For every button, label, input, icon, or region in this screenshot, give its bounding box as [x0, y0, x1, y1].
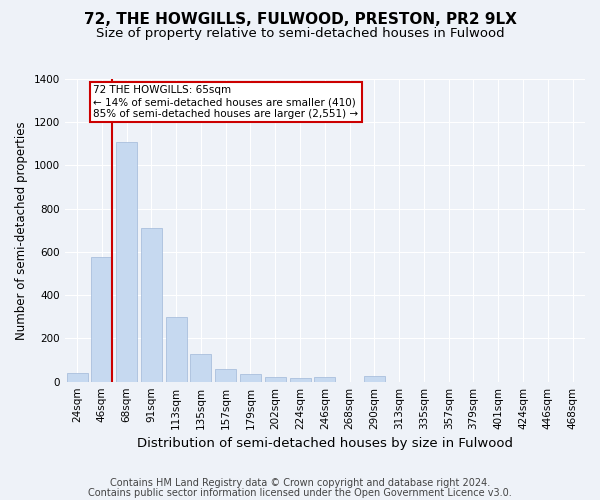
Bar [141, 228, 162, 382]
Bar [67, 374, 88, 382]
X-axis label: Distribution of semi-detached houses by size in Fulwood: Distribution of semi-detached houses by … [137, 437, 513, 450]
Bar [364, 376, 385, 382]
Bar [240, 374, 261, 382]
Text: Size of property relative to semi-detached houses in Fulwood: Size of property relative to semi-detach… [95, 28, 505, 40]
Bar [290, 378, 311, 382]
Text: Contains HM Land Registry data © Crown copyright and database right 2024.: Contains HM Land Registry data © Crown c… [110, 478, 490, 488]
Bar [166, 317, 187, 382]
Text: Contains public sector information licensed under the Open Government Licence v3: Contains public sector information licen… [88, 488, 512, 498]
Bar [91, 258, 112, 382]
Bar [190, 354, 211, 382]
Y-axis label: Number of semi-detached properties: Number of semi-detached properties [15, 121, 28, 340]
Bar [314, 378, 335, 382]
Bar [116, 142, 137, 382]
Text: 72 THE HOWGILLS: 65sqm
← 14% of semi-detached houses are smaller (410)
85% of se: 72 THE HOWGILLS: 65sqm ← 14% of semi-det… [93, 86, 358, 118]
Bar [265, 378, 286, 382]
Text: 72, THE HOWGILLS, FULWOOD, PRESTON, PR2 9LX: 72, THE HOWGILLS, FULWOOD, PRESTON, PR2 … [83, 12, 517, 28]
Bar [215, 368, 236, 382]
